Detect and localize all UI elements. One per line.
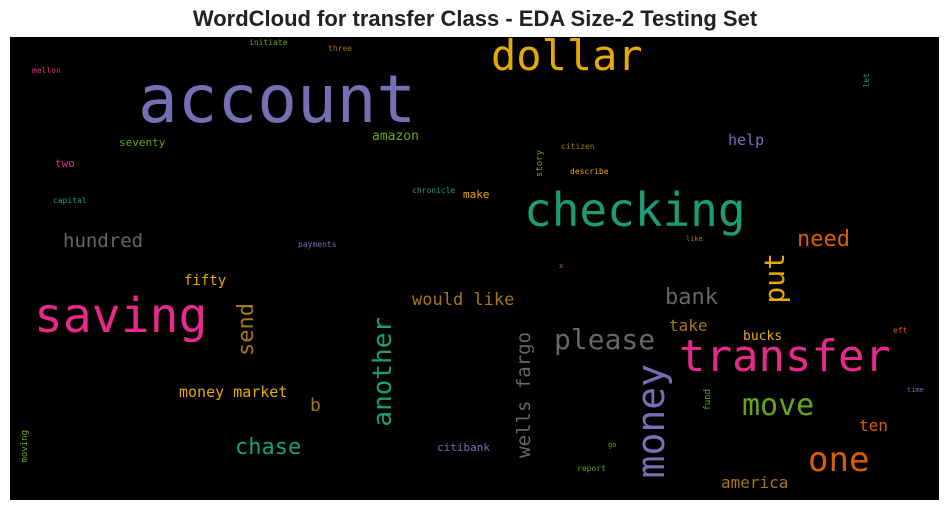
word-like: like <box>686 235 703 243</box>
word-let: let <box>862 72 871 88</box>
word-chase: chase <box>235 435 302 460</box>
word-help: help <box>728 131 765 149</box>
word-bucks: bucks <box>743 329 783 344</box>
word-saving: saving <box>34 288 208 344</box>
word-money-market: money market <box>179 383 288 401</box>
word-ten: ten <box>859 416 888 435</box>
word-make: make <box>463 188 490 201</box>
word-mellon: mellon <box>32 66 61 75</box>
word-please: please <box>554 323 656 356</box>
word-three: three <box>328 44 353 53</box>
word-bank: bank <box>665 285 718 310</box>
word-money: money <box>629 363 673 479</box>
word-would-like: would like <box>412 290 515 310</box>
word-take: take <box>669 316 708 335</box>
word-story: story <box>535 149 545 178</box>
word-need: need <box>797 227 850 252</box>
word-move: move <box>742 388 815 423</box>
word-b: b <box>310 395 321 416</box>
word-one: one <box>808 440 870 480</box>
word-capital: capital <box>53 196 87 205</box>
word-two: two <box>55 157 75 170</box>
word-another: another <box>368 316 398 427</box>
word-america: america <box>721 473 789 492</box>
word-send: send <box>234 302 259 356</box>
wordcloud-canvas: account dollar checking saving transfer money… <box>10 37 939 500</box>
word-put: put <box>758 252 791 304</box>
word-amazon: amazon <box>372 129 419 144</box>
word-wells-fargo: wells fargo <box>513 331 535 458</box>
word-hundred: hundred <box>63 230 144 252</box>
word-checking: checking <box>524 183 746 237</box>
word-payments: payments <box>298 240 337 249</box>
chart-title: WordCloud for transfer Class - EDA Size-… <box>192 6 758 31</box>
word-citizen: citizen <box>561 142 595 151</box>
word-describe: describe <box>570 167 609 176</box>
word-fifty: fifty <box>184 273 227 289</box>
word-moving: moving <box>20 429 30 463</box>
word-transfer: transfer <box>679 331 891 382</box>
word-go: go <box>608 441 617 449</box>
word-x: x <box>559 262 564 270</box>
word-initiate: initiate <box>249 38 288 47</box>
word-time: time <box>907 386 924 394</box>
word-eft: eft <box>893 326 908 335</box>
word-dollar: dollar <box>491 37 643 80</box>
word-chronicle: chronicle <box>412 186 456 195</box>
word-citibank: citibank <box>437 441 490 454</box>
word-account: account <box>138 61 417 138</box>
word-seventy: seventy <box>119 136 166 149</box>
word-fund: fund <box>703 388 713 411</box>
word-report: report <box>577 464 606 473</box>
